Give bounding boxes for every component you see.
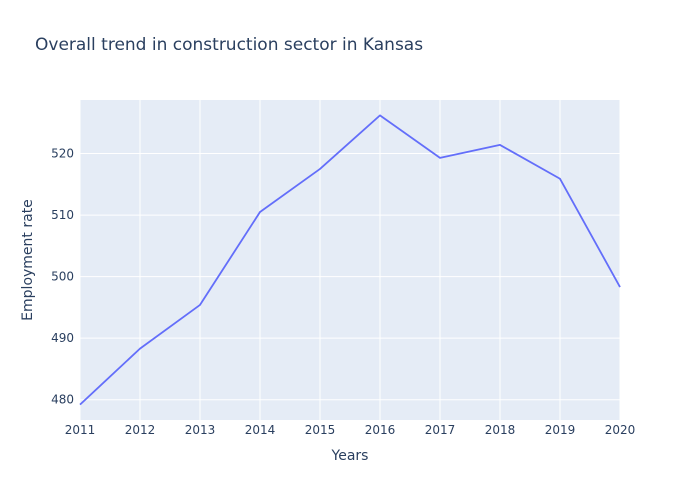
y-tick-labels: 480 490 500 510 520 xyxy=(51,147,74,407)
x-tick-label: 2011 xyxy=(65,423,96,437)
series-line xyxy=(79,114,621,406)
y-axis-title: Employment rate xyxy=(20,199,36,321)
x-tick-label: 2017 xyxy=(425,423,456,437)
x-tick-labels: 2011 2012 2013 2014 2015 2016 2017 2018 2019 2020 xyxy=(65,423,636,437)
x-tick-label: 2015 xyxy=(305,423,336,437)
x-tick-label: 2018 xyxy=(485,423,516,437)
x-tick-label: 2019 xyxy=(545,423,576,437)
y-tick-label: 500 xyxy=(51,270,74,284)
series-layer xyxy=(79,114,621,406)
x-tick-label: 2014 xyxy=(245,423,276,437)
x-axis-title: Years xyxy=(331,448,369,464)
x-tick-label: 2020 xyxy=(605,423,636,437)
plot-area xyxy=(80,100,620,420)
x-tick-label: 2013 xyxy=(185,423,216,437)
y-tick-label: 490 xyxy=(51,331,74,345)
x-tick-label: 2012 xyxy=(125,423,156,437)
x-tick-label: 2016 xyxy=(365,423,396,437)
y-tick-label: 520 xyxy=(51,147,74,161)
y-tick-label: 480 xyxy=(51,393,74,407)
y-gridlines xyxy=(80,153,620,401)
chart-title: Overall trend in construction sector in … xyxy=(35,35,423,55)
y-tick-label: 510 xyxy=(51,208,74,222)
